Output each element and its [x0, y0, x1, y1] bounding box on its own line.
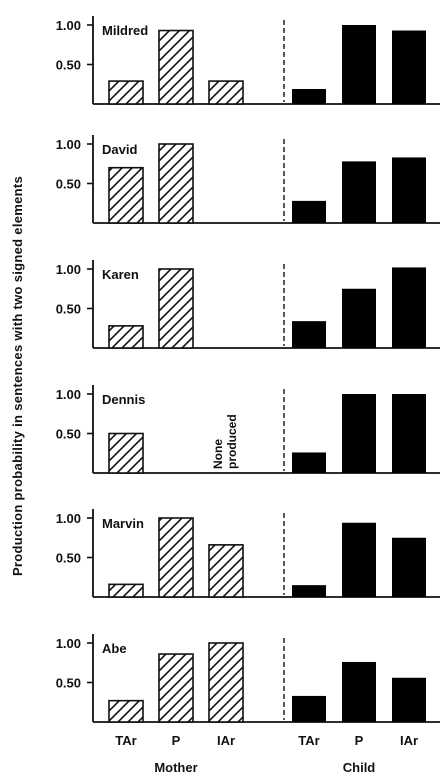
panel-label: David	[102, 142, 137, 157]
child-bar-p	[342, 25, 376, 104]
x-tick-label: P	[172, 733, 181, 748]
mother-bar-p	[158, 29, 194, 105]
y-tick-label: 0.50	[56, 551, 81, 566]
mother-bar-tar	[108, 432, 144, 474]
mother-bar-tar	[108, 699, 144, 723]
child-bar-tar	[292, 585, 326, 597]
child-bar-tar	[292, 321, 326, 348]
child-bar-tar	[292, 200, 326, 223]
mother-bar-p	[158, 143, 194, 224]
y-tick-label: 1.00	[56, 18, 81, 33]
y-tick-label: 1.00	[56, 387, 81, 402]
panel-abe: 0.50 1.00 Abe	[56, 634, 440, 723]
mother-bar-tar	[108, 325, 144, 349]
child-bar-tar	[292, 695, 326, 722]
child-bar-p	[342, 661, 376, 722]
child-bar-iar	[392, 537, 426, 597]
y-tick-label: 1.00	[56, 262, 81, 277]
panel-marvin: 0.50 1.00 Marvin	[56, 509, 440, 598]
x-tick-label: IAr	[217, 733, 235, 748]
mother-bar-p	[158, 268, 194, 349]
panel-karen: 0.50 1.00 Karen	[56, 260, 440, 349]
y-axis-label: Production probability in sentences with…	[10, 176, 25, 576]
mother-bar-tar	[108, 166, 144, 224]
none-produced-note: None	[211, 439, 225, 469]
panel-label: Dennis	[102, 392, 145, 407]
none-produced-note: produced	[225, 414, 239, 469]
x-tick-label: TAr	[298, 733, 319, 748]
mother-bar-p	[158, 517, 194, 598]
panel-label: Marvin	[102, 516, 144, 531]
y-tick-label: 1.00	[56, 636, 81, 651]
child-bar-iar	[392, 394, 426, 473]
child-bar-iar	[392, 157, 426, 223]
mother-bar-p	[158, 653, 194, 723]
y-tick-label: 0.50	[56, 676, 81, 691]
child-bar-p	[342, 161, 376, 223]
child-bar-p	[342, 522, 376, 597]
y-tick-label: 1.00	[56, 137, 81, 152]
mother-bar-tar	[108, 80, 144, 105]
panel-dennis: 0.50 1.00 Dennis None produced	[56, 385, 440, 474]
child-bar-iar	[392, 677, 426, 722]
group-label-mother: Mother	[154, 760, 197, 775]
mother-bar-iar	[208, 642, 244, 723]
panel-david: 0.50 1.00 David	[56, 135, 440, 224]
child-bar-iar	[392, 30, 426, 105]
mother-bar-tar	[108, 583, 144, 598]
x-tick-label: IAr	[400, 733, 418, 748]
panel-label: Karen	[102, 267, 139, 282]
y-tick-label: 0.50	[56, 427, 81, 442]
x-tick-label: P	[355, 733, 364, 748]
child-bar-tar	[292, 452, 326, 473]
panel-mildred: 0.50 1.00 Mildred	[56, 16, 440, 105]
child-bar-p	[342, 288, 376, 348]
group-label-child: Child	[343, 760, 376, 775]
y-tick-label: 0.50	[56, 58, 81, 73]
y-tick-label: 1.00	[56, 511, 81, 526]
child-bar-p	[342, 394, 376, 473]
mother-bar-iar	[208, 544, 244, 598]
panel-label: Mildred	[102, 23, 148, 38]
x-tick-label: TAr	[115, 733, 136, 748]
child-bar-iar	[392, 267, 426, 348]
y-tick-label: 0.50	[56, 177, 81, 192]
y-tick-label: 0.50	[56, 302, 81, 317]
mother-bar-iar	[208, 80, 244, 105]
child-bar-tar	[292, 88, 326, 104]
panel-label: Abe	[102, 641, 127, 656]
